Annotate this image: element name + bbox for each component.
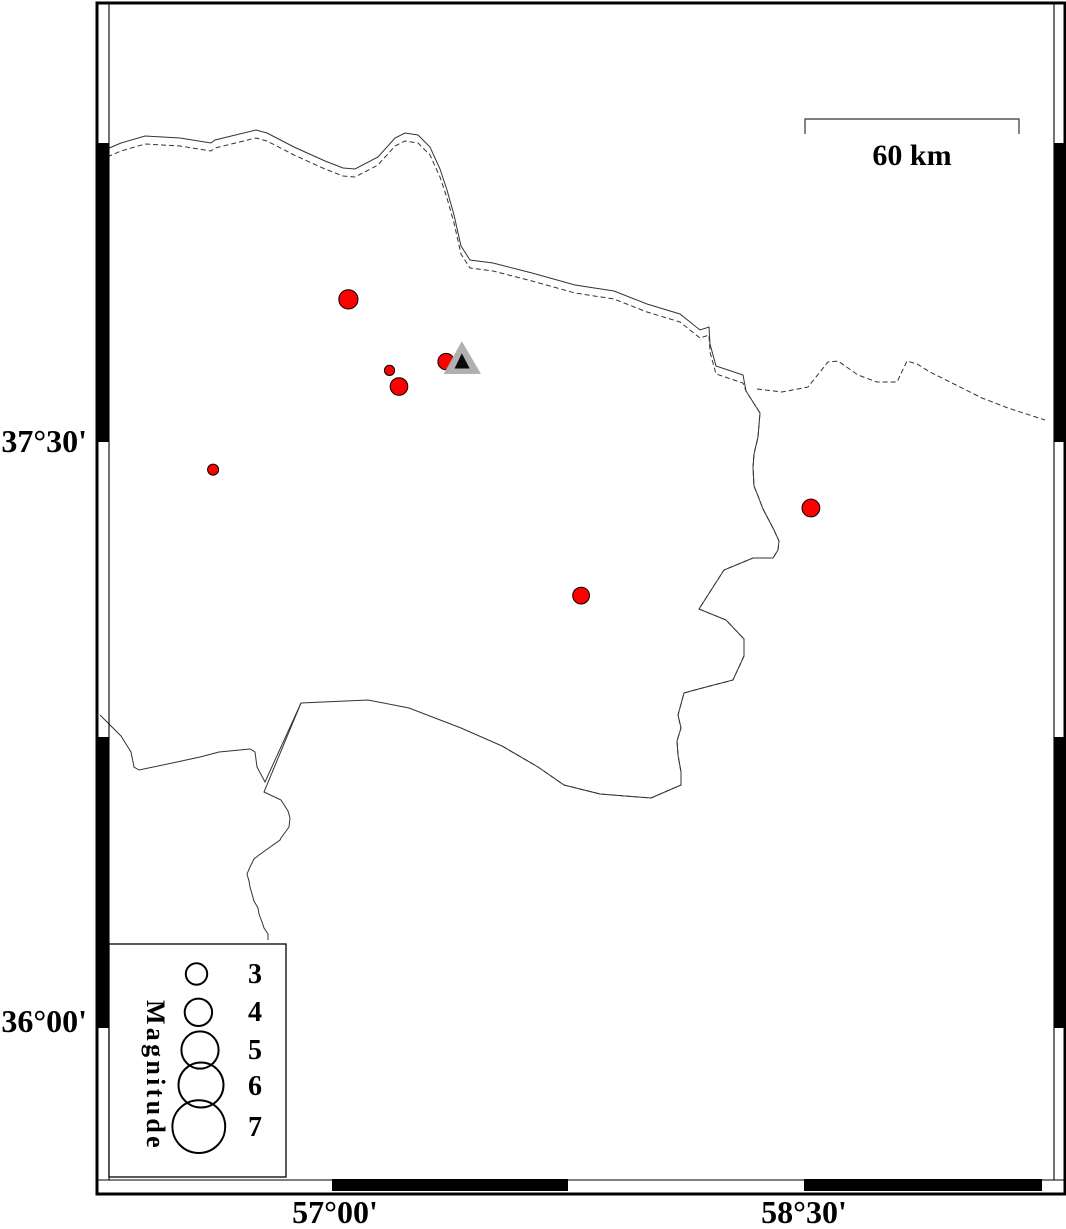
svg-text:6: 6 <box>248 1071 262 1102</box>
svg-text:3: 3 <box>248 959 262 990</box>
svg-text:58°30': 58°30' <box>761 1194 847 1229</box>
svg-text:60 km: 60 km <box>872 139 951 172</box>
svg-text:37°30': 37°30' <box>1 423 87 459</box>
svg-text:36°00': 36°00' <box>1 1003 87 1039</box>
svg-text:57°00': 57°00' <box>292 1194 378 1229</box>
svg-text:Magnitude: Magnitude <box>141 1000 170 1151</box>
svg-text:7: 7 <box>248 1112 262 1143</box>
svg-text:4: 4 <box>248 997 262 1028</box>
svg-text:5: 5 <box>248 1035 262 1066</box>
